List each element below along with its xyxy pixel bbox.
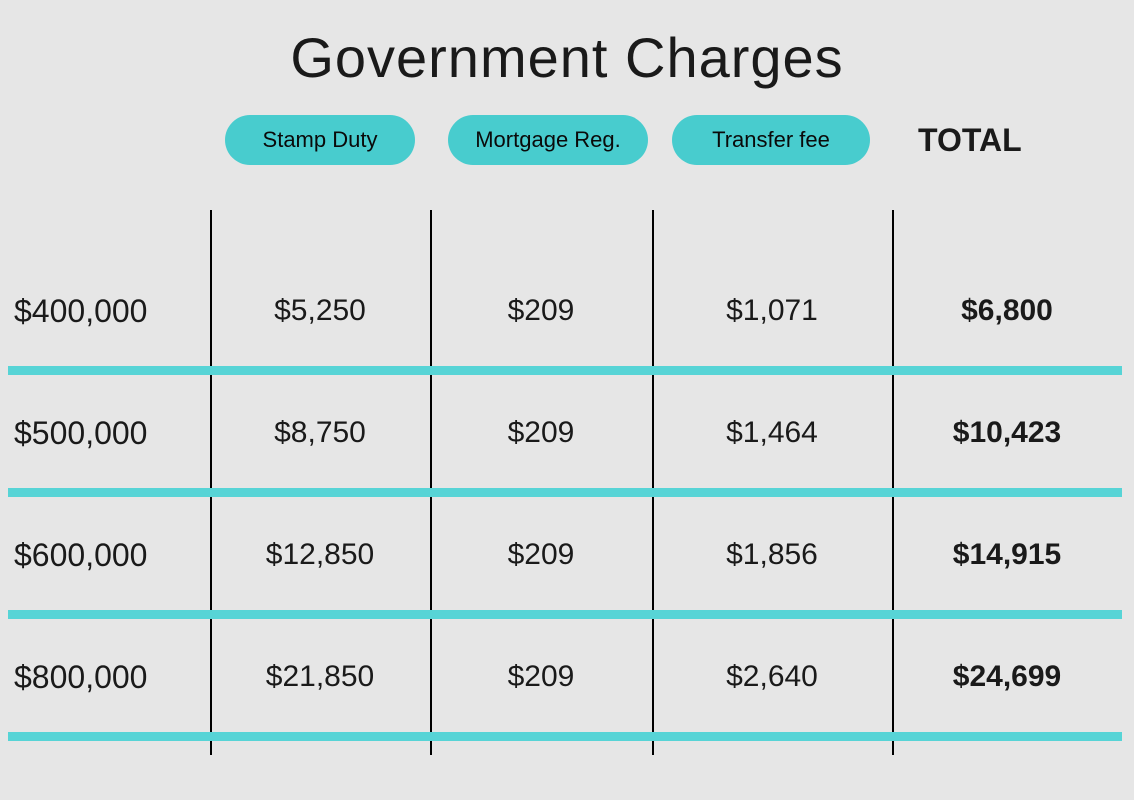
mortgage-reg-cell: $209: [430, 500, 652, 610]
transfer-fee-cell: $1,464: [652, 378, 892, 488]
table-row: $800,000 $21,850 $209 $2,640 $24,699: [0, 622, 1134, 732]
mortgage-reg-cell: $209: [430, 622, 652, 732]
table-row: $600,000 $12,850 $209 $1,856 $14,915: [0, 500, 1134, 610]
price-cell: $500,000: [0, 378, 210, 488]
mortgage-reg-cell: $209: [430, 378, 652, 488]
total-cell: $14,915: [892, 500, 1122, 610]
header-total: TOTAL: [918, 115, 1022, 165]
total-cell: $10,423: [892, 378, 1122, 488]
table-row: $500,000 $8,750 $209 $1,464 $10,423: [0, 378, 1134, 488]
header-pill-stamp-duty: Stamp Duty: [225, 115, 415, 165]
transfer-fee-cell: $1,071: [652, 256, 892, 366]
header-pill-transfer-fee: Transfer fee: [672, 115, 870, 165]
stamp-duty-cell: $12,850: [210, 500, 430, 610]
charges-table: $400,000 $5,250 $209 $1,071 $6,800 $500,…: [0, 210, 1134, 770]
table-hline: [8, 366, 1122, 375]
mortgage-reg-cell: $209: [430, 256, 652, 366]
page-title: Government Charges: [0, 0, 1134, 110]
column-headers: Stamp Duty Mortgage Reg. Transfer fee TO…: [0, 115, 1134, 175]
table-hline: [8, 732, 1122, 741]
stamp-duty-cell: $8,750: [210, 378, 430, 488]
price-cell: $600,000: [0, 500, 210, 610]
transfer-fee-cell: $1,856: [652, 500, 892, 610]
table-hline: [8, 610, 1122, 619]
stamp-duty-cell: $21,850: [210, 622, 430, 732]
table-row: $400,000 $5,250 $209 $1,071 $6,800: [0, 256, 1134, 366]
total-cell: $24,699: [892, 622, 1122, 732]
header-pill-mortgage-reg: Mortgage Reg.: [448, 115, 648, 165]
price-cell: $800,000: [0, 622, 210, 732]
price-cell: $400,000: [0, 256, 210, 366]
table-hline: [8, 488, 1122, 497]
total-cell: $6,800: [892, 256, 1122, 366]
transfer-fee-cell: $2,640: [652, 622, 892, 732]
stamp-duty-cell: $5,250: [210, 256, 430, 366]
